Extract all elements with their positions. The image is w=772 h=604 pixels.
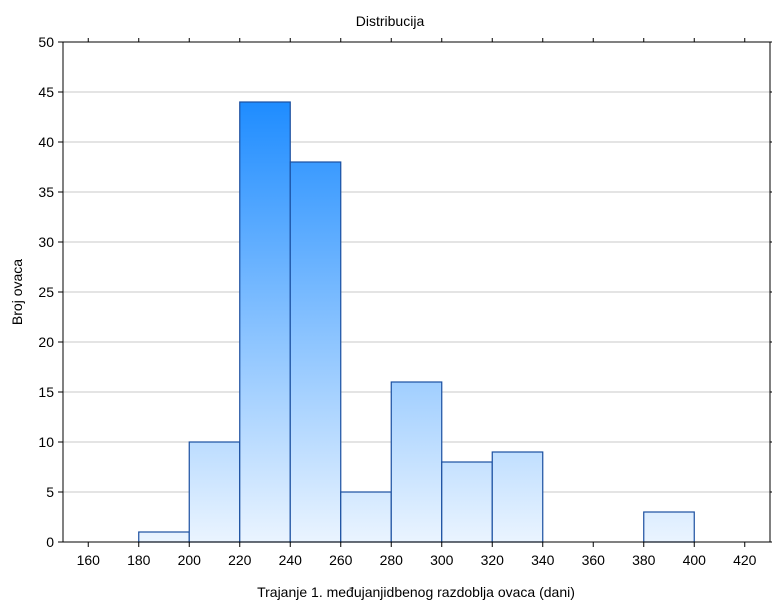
x-tick-label: 180	[127, 552, 151, 568]
x-tick-label: 420	[733, 552, 757, 568]
x-tick-label: 160	[77, 552, 101, 568]
x-tick-label: 320	[481, 552, 505, 568]
chart-title: Distribucija	[356, 13, 425, 29]
x-tick-label: 380	[632, 552, 656, 568]
y-tick-label: 50	[38, 34, 54, 50]
y-tick-label: 40	[38, 134, 54, 150]
y-tick-label: 30	[38, 234, 54, 250]
histogram-bar	[289, 161, 342, 543]
x-axis-label: Trajanje 1. međujanjidbenog razdoblja ov…	[257, 584, 575, 600]
y-tick-label: 5	[46, 484, 54, 500]
y-tick-label: 10	[38, 434, 54, 450]
y-tick-label: 20	[38, 334, 54, 350]
histogram-bar	[188, 441, 241, 543]
y-tick-label: 15	[38, 384, 54, 400]
x-tick-label: 280	[380, 552, 404, 568]
x-tick-label: 360	[582, 552, 606, 568]
y-tick-label: 35	[38, 184, 54, 200]
x-tick-label: 400	[683, 552, 707, 568]
histogram-bar	[643, 511, 695, 543]
x-tick-label: 220	[228, 552, 252, 568]
y-tick-label: 45	[38, 84, 54, 100]
y-tick-label: 25	[38, 284, 54, 300]
histogram-bar	[491, 451, 544, 543]
x-tick-label: 300	[430, 552, 454, 568]
axis-ticks: 0 5 10 15 20 25 30 35 40 45 50 160 180 200 220 240 260 28…	[38, 34, 772, 568]
x-tick-label: 240	[279, 552, 303, 568]
x-tick-label: 200	[178, 552, 202, 568]
histogram-bars	[138, 101, 695, 543]
grid-lines	[63, 91, 770, 493]
histogram-bar	[441, 461, 493, 543]
x-tick-label: 260	[329, 552, 353, 568]
x-tick-label: 340	[531, 552, 555, 568]
histogram-bar	[340, 491, 392, 543]
y-axis-label: Broj ovaca	[9, 259, 25, 325]
histogram-bar	[138, 531, 190, 543]
histogram-bar	[390, 381, 443, 543]
histogram-bar	[239, 101, 291, 543]
y-tick-label: 0	[46, 534, 54, 550]
